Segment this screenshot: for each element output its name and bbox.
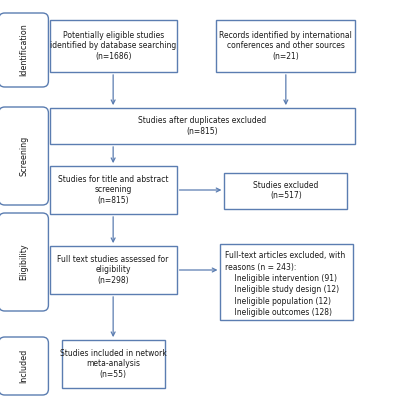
FancyBboxPatch shape bbox=[0, 213, 48, 311]
Text: Studies included in network
meta-analysis
(n=55): Studies included in network meta-analysi… bbox=[60, 349, 166, 379]
Text: Full text studies assessed for
eligibility
(n=298): Full text studies assessed for eligibili… bbox=[58, 255, 169, 285]
FancyBboxPatch shape bbox=[0, 13, 48, 87]
Text: Studies excluded
(n=517): Studies excluded (n=517) bbox=[253, 181, 318, 200]
Text: Ineligible intervention (91): Ineligible intervention (91) bbox=[225, 274, 337, 283]
Text: Potentially eligible studies
identified by database searching
(n=1686): Potentially eligible studies identified … bbox=[50, 31, 176, 61]
Text: Ineligible population (12): Ineligible population (12) bbox=[225, 296, 331, 306]
Text: Ineligible outcomes (128): Ineligible outcomes (128) bbox=[225, 308, 332, 317]
Text: Eligibility: Eligibility bbox=[19, 244, 28, 280]
FancyBboxPatch shape bbox=[50, 246, 177, 294]
Text: reasons (n = 243):: reasons (n = 243): bbox=[225, 262, 297, 272]
Text: Full-text articles excluded, with: Full-text articles excluded, with bbox=[225, 251, 345, 260]
Text: Records identified by international
conferences and other sources
(n=21): Records identified by international conf… bbox=[220, 31, 352, 61]
FancyBboxPatch shape bbox=[0, 107, 48, 205]
Text: Identification: Identification bbox=[19, 24, 28, 76]
Text: Studies for title and abstract
screening
(n=815): Studies for title and abstract screening… bbox=[58, 175, 168, 205]
Text: Ineligible study design (12): Ineligible study design (12) bbox=[225, 285, 339, 294]
FancyBboxPatch shape bbox=[50, 108, 355, 144]
FancyBboxPatch shape bbox=[62, 340, 165, 388]
FancyBboxPatch shape bbox=[224, 173, 347, 209]
FancyBboxPatch shape bbox=[50, 20, 177, 72]
Text: Studies after duplicates excluded
(n=815): Studies after duplicates excluded (n=815… bbox=[138, 116, 267, 136]
FancyBboxPatch shape bbox=[220, 244, 353, 320]
FancyBboxPatch shape bbox=[50, 166, 177, 214]
FancyBboxPatch shape bbox=[216, 20, 355, 72]
Text: Screening: Screening bbox=[19, 136, 28, 176]
Text: Included: Included bbox=[19, 349, 28, 383]
FancyBboxPatch shape bbox=[0, 337, 48, 395]
